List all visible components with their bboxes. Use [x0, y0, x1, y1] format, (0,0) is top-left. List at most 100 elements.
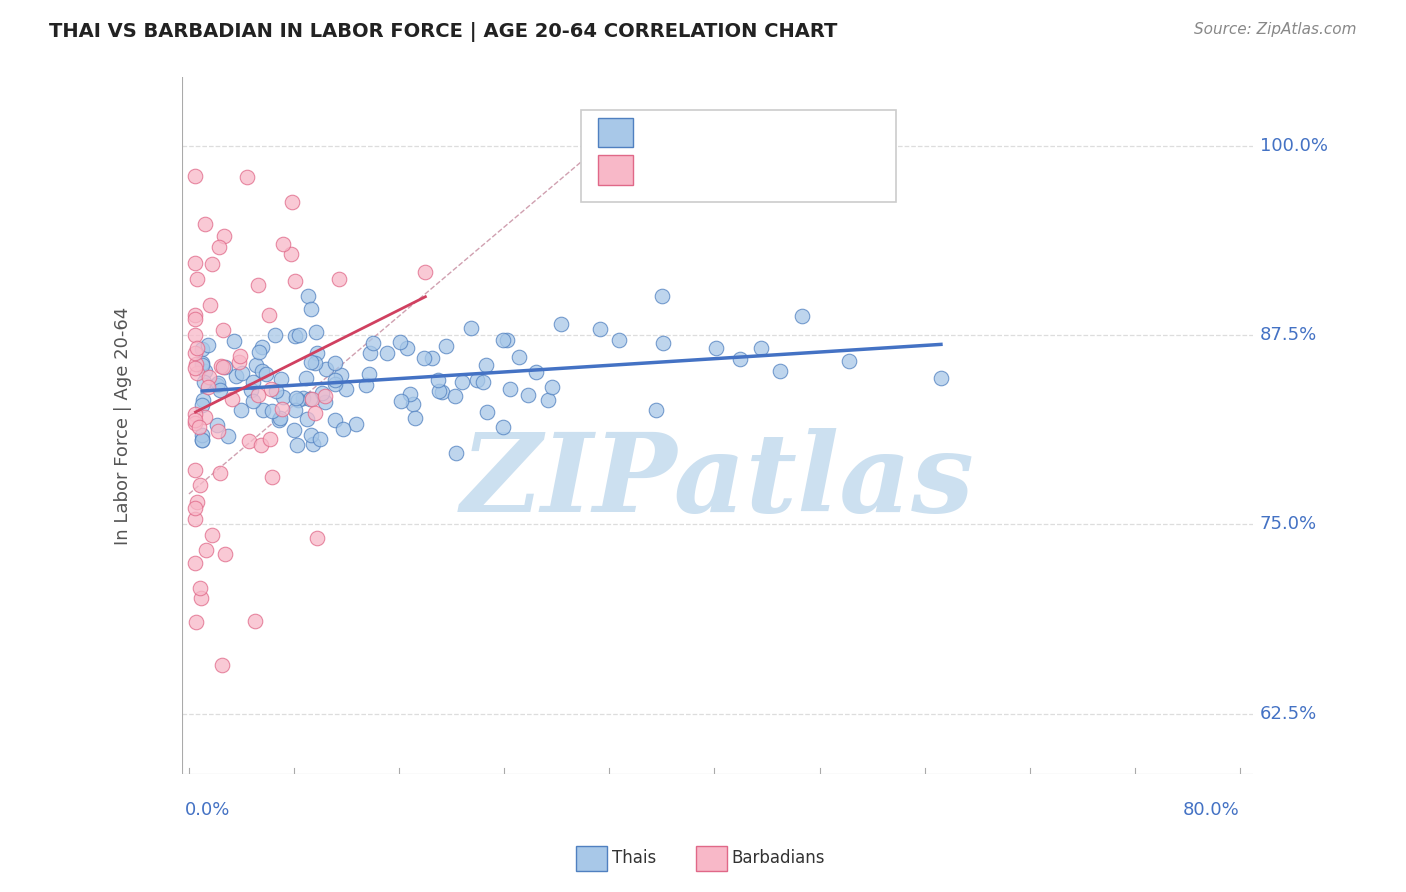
Point [250, 364, 273, 378]
Point [517, 388, 540, 402]
Point [184, 327, 207, 342]
Point [184, 256, 207, 270]
Point [749, 341, 772, 355]
Point [495, 333, 517, 347]
Point [354, 378, 377, 392]
Point [285, 391, 308, 405]
Point [273, 236, 295, 251]
Text: In Labor Force | Age 20-64: In Labor Force | Age 20-64 [114, 307, 132, 545]
Point [492, 333, 515, 347]
Text: Thais: Thais [612, 849, 655, 867]
Point [229, 403, 252, 417]
Point [198, 369, 221, 384]
Point [271, 401, 294, 416]
Point [288, 327, 311, 342]
Point [214, 360, 236, 375]
Text: 62.5%: 62.5% [1260, 705, 1317, 723]
Point [389, 334, 412, 349]
Point [193, 375, 215, 389]
Point [375, 346, 398, 360]
Point [301, 427, 323, 442]
Point [188, 478, 211, 492]
Point [194, 409, 217, 424]
Point [508, 351, 530, 365]
Point [426, 373, 449, 387]
Point [550, 317, 572, 331]
Point [252, 403, 274, 417]
Point [297, 289, 319, 303]
Point [184, 169, 207, 183]
Point [191, 427, 214, 442]
Point [260, 404, 283, 418]
Point [451, 375, 474, 389]
Point [412, 351, 434, 366]
Point [212, 228, 235, 243]
Point [269, 410, 291, 425]
Text: 0.0%: 0.0% [186, 801, 231, 820]
Point [838, 354, 860, 368]
Point [186, 366, 208, 380]
Point [200, 298, 222, 312]
Point [257, 308, 280, 322]
Point [184, 407, 207, 421]
Point [259, 432, 281, 446]
Point [706, 341, 728, 355]
Point [589, 322, 612, 336]
Point [422, 351, 444, 366]
Point [291, 392, 314, 406]
Point [191, 398, 214, 412]
Text: ZIPatlas: ZIPatlas [461, 428, 974, 535]
Point [184, 345, 207, 359]
Point [236, 169, 259, 184]
Point [229, 349, 252, 363]
Point [304, 406, 326, 420]
Point [209, 359, 232, 373]
Point [280, 247, 302, 261]
Text: R = 0.332   N = 115: R = 0.332 N = 115 [643, 124, 824, 142]
Point [228, 355, 250, 369]
Point [491, 420, 513, 434]
Point [184, 308, 207, 322]
Point [330, 368, 353, 382]
Point [359, 368, 381, 382]
Point [254, 367, 277, 381]
Point [221, 392, 243, 407]
Point [444, 446, 467, 460]
Point [283, 423, 305, 437]
Point [285, 438, 308, 452]
Point [186, 271, 208, 285]
Point [769, 363, 792, 377]
Point [238, 434, 260, 449]
Point [651, 288, 673, 302]
Point [283, 329, 305, 343]
Point [305, 325, 328, 339]
Point [212, 359, 235, 374]
Point [301, 392, 323, 407]
Point [536, 392, 558, 407]
Point [184, 615, 207, 629]
Text: 75.0%: 75.0% [1260, 516, 1317, 533]
Point [193, 364, 215, 378]
Point [283, 403, 305, 417]
Point [201, 257, 224, 271]
Point [208, 466, 231, 480]
Point [184, 413, 207, 427]
Point [239, 383, 262, 397]
Point [184, 360, 207, 375]
Point [260, 382, 283, 396]
Point [270, 371, 292, 385]
Point [541, 380, 564, 394]
Point [299, 302, 322, 317]
Point [191, 356, 214, 370]
Point [184, 311, 207, 326]
Point [399, 387, 422, 401]
Point [242, 375, 264, 389]
Point [304, 356, 326, 370]
Point [225, 368, 247, 383]
Point [280, 194, 302, 209]
Point [191, 393, 214, 408]
Point [607, 333, 630, 347]
Point [201, 528, 224, 542]
Point [434, 339, 457, 353]
Point [191, 343, 214, 357]
